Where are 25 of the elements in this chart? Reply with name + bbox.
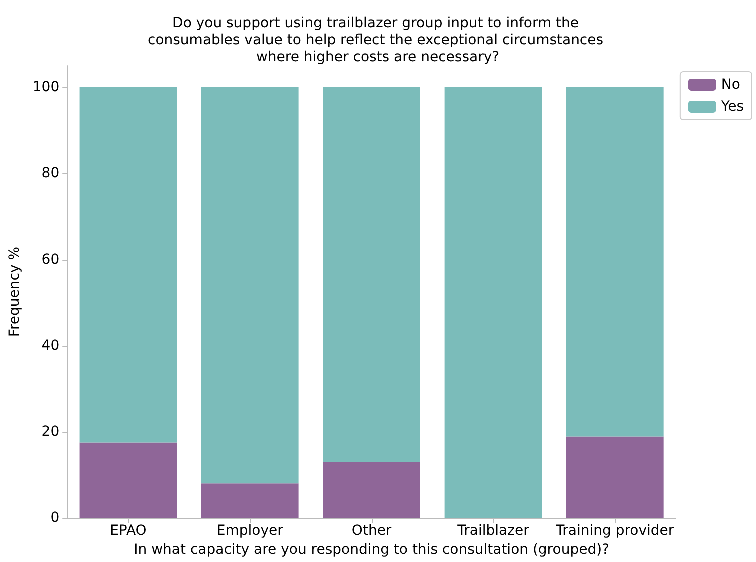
bar — [201, 484, 299, 518]
bar — [80, 88, 178, 443]
x-tick-label: Trailblazer — [456, 523, 530, 540]
y-tick-label: 0 — [50, 510, 60, 526]
bar — [444, 88, 542, 518]
bar — [323, 462, 420, 518]
bar — [323, 88, 420, 463]
y-axis-title: Frequency % — [7, 247, 23, 338]
y-tick-label: 60 — [42, 252, 60, 268]
x-axis-title: In what capacity are you responding to this consultation (grouped)? — [134, 542, 610, 558]
legend-label: Yes — [720, 99, 744, 115]
y-tick-label: 80 — [42, 166, 60, 182]
y-tick-label: 20 — [42, 424, 60, 440]
x-tick-label: EPAO — [110, 523, 147, 540]
bar — [80, 442, 178, 518]
y-tick-label: 100 — [32, 80, 60, 96]
x-tick-label: Training provider — [555, 523, 674, 540]
y-tick-label: 40 — [42, 338, 60, 354]
bar — [566, 436, 664, 518]
bar — [566, 88, 664, 437]
x-tick-label: Other — [352, 523, 392, 540]
legend-label: No — [721, 77, 740, 93]
bar — [201, 88, 299, 484]
x-tick-label: Employer — [216, 523, 284, 540]
chart-title: Do you support using trailblazer group input to inform the consumables value to help reflect the exceptional circumstances where higher costs are necessary? — [148, 16, 608, 66]
